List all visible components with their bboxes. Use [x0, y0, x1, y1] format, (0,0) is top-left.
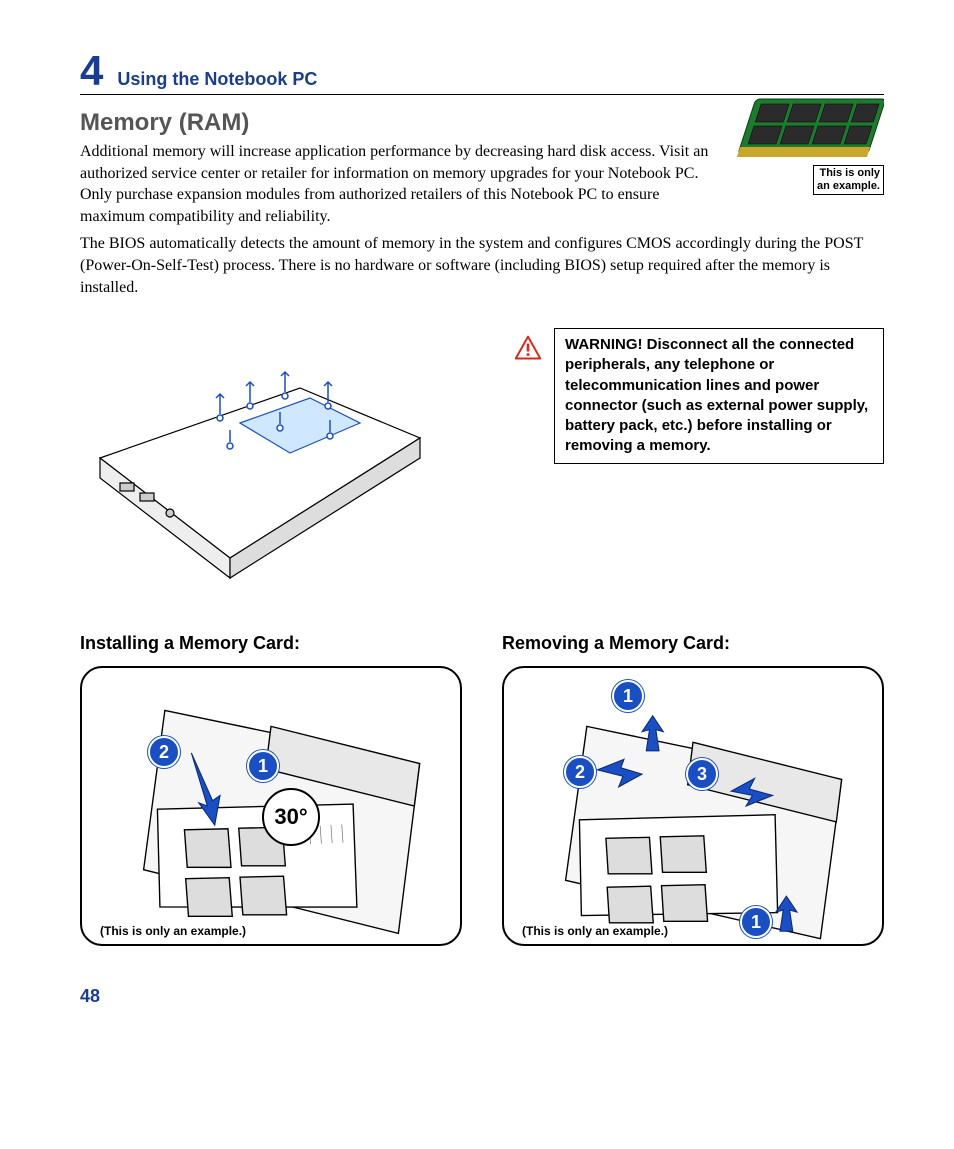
- install-diagram: 2 1 30° (This is only an example.): [80, 666, 462, 946]
- remove-caption: (This is only an example.): [522, 924, 668, 938]
- warning-icon: [514, 334, 542, 362]
- ram-module-illustration: This is only an example.: [724, 89, 884, 195]
- chapter-title: Using the Notebook PC: [117, 69, 317, 90]
- install-caption: (This is only an example.): [100, 924, 246, 938]
- remove-step-1-bottom-badge: 1: [740, 906, 772, 938]
- remove-step-1-top-badge: 1: [612, 680, 644, 712]
- warning-text: WARNING! Disconnect all the connected pe…: [554, 328, 884, 464]
- install-angle-label: 30°: [262, 788, 320, 846]
- chapter-number: 4: [80, 50, 103, 92]
- paragraph-2: The BIOS automatically detects the amoun…: [80, 233, 884, 298]
- remove-step-3-badge: 3: [686, 758, 718, 790]
- ram-module-icon: [724, 89, 884, 169]
- remove-title: Removing a Memory Card:: [502, 633, 884, 654]
- install-step-2-badge: 2: [148, 736, 180, 768]
- laptop-diagram: [80, 328, 484, 593]
- remove-step-2-badge: 2: [564, 756, 596, 788]
- install-step-1-badge: 1: [247, 750, 279, 782]
- laptop-underside-icon: [80, 328, 440, 588]
- remove-memory-icon: [504, 668, 882, 944]
- ram-example-label: This is only an example.: [813, 165, 884, 195]
- install-title: Installing a Memory Card:: [80, 633, 462, 654]
- remove-diagram: 1 2 3 1 (This is only an example.): [502, 666, 884, 946]
- page-number: 48: [80, 986, 884, 1007]
